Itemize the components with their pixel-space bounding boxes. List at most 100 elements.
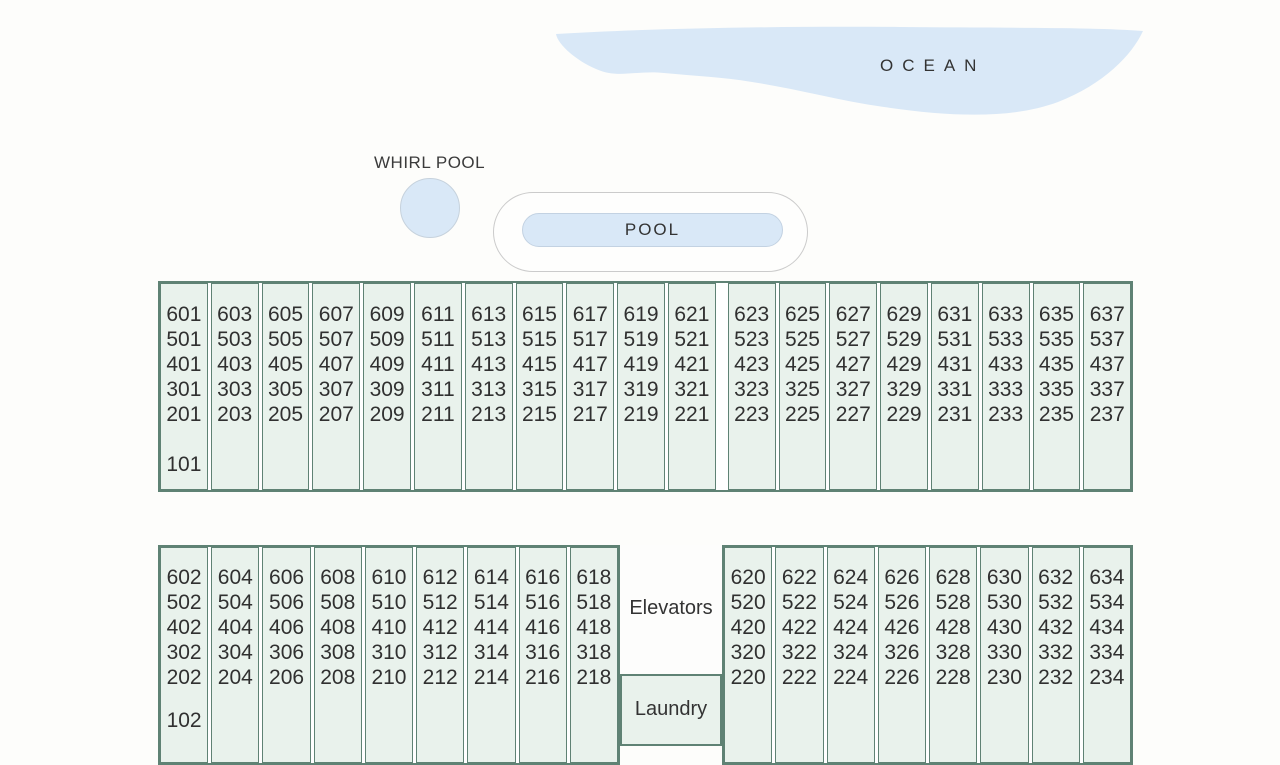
room-510: 510	[371, 591, 407, 614]
room-437: 437	[1089, 353, 1125, 376]
south-west-building: 602 502 402 302 202 102 604 504 404 304 204 606 506 4…	[158, 545, 620, 765]
room-202: 202	[166, 666, 202, 689]
room-613: 613	[471, 303, 507, 326]
room-331: 331	[937, 378, 973, 401]
room-615: 615	[521, 303, 557, 326]
whirlpool-label: WHIRL POOL	[374, 153, 486, 172]
room-431: 431	[937, 353, 973, 376]
ocean-shape	[556, 26, 1143, 115]
room-208: 208	[320, 666, 356, 689]
room-column: 619 519 419 319 219	[617, 283, 665, 490]
room-626: 626	[884, 566, 920, 589]
room-column: 604 504 404 304 204	[211, 547, 260, 763]
room-column: 627 527 427 327 227	[829, 283, 878, 490]
room-631: 631	[937, 303, 973, 326]
room-column: 605 505 405 305 205	[261, 283, 310, 490]
room-101: 101	[166, 453, 202, 476]
laundry-label: Laundry	[634, 698, 708, 720]
room-307: 307	[318, 378, 354, 401]
room-302: 302	[166, 641, 202, 664]
room-332: 332	[1038, 641, 1074, 664]
room-column: 602 502 402 302 202 102	[160, 547, 209, 763]
room-535: 535	[1038, 328, 1074, 351]
pool-label: POOL	[624, 220, 681, 239]
room-229: 229	[886, 403, 922, 426]
room-406: 406	[269, 616, 305, 639]
room-308: 308	[320, 641, 356, 664]
room-625: 625	[784, 303, 820, 326]
room-610: 610	[371, 566, 407, 589]
room-column: 608 508 408 308 208	[313, 547, 362, 763]
room-515: 515	[521, 328, 557, 351]
room-602: 602	[166, 566, 202, 589]
room-317: 317	[572, 378, 608, 401]
room-310: 310	[371, 641, 407, 664]
room-318: 318	[576, 641, 612, 664]
room-435: 435	[1038, 353, 1074, 376]
room-column: 612 512 412 312 212	[416, 547, 465, 763]
room-210: 210	[371, 666, 407, 689]
room-column: 615 515 415 315 215	[515, 283, 564, 490]
room-512: 512	[422, 591, 458, 614]
room-417: 417	[572, 353, 608, 376]
room-416: 416	[525, 616, 561, 639]
room-column: 633 533 433 333 233	[981, 283, 1030, 490]
room-427: 427	[835, 353, 871, 376]
room-203: 203	[217, 403, 253, 426]
room-237: 237	[1089, 403, 1125, 426]
room-529: 529	[886, 328, 922, 351]
room-517: 517	[572, 328, 608, 351]
room-219: 219	[623, 403, 659, 426]
room-column: 637 537 437 337 237	[1083, 283, 1132, 490]
laundry-room: Laundry	[620, 674, 722, 746]
room-503: 503	[217, 328, 253, 351]
room-323: 323	[734, 378, 770, 401]
room-215: 215	[521, 403, 557, 426]
room-527: 527	[835, 328, 871, 351]
room-328: 328	[935, 641, 971, 664]
room-623: 623	[734, 303, 770, 326]
room-column: 603 503 403 303 203	[210, 283, 259, 490]
room-337: 337	[1089, 378, 1125, 401]
room-313: 313	[471, 378, 507, 401]
north-building: 601 501 401 301 201 101 603 503 403 303 203 605 505 4…	[158, 281, 1133, 492]
whirlpool	[400, 178, 460, 238]
room-522: 522	[781, 591, 817, 614]
room-634: 634	[1089, 566, 1125, 589]
room-326: 326	[884, 641, 920, 664]
room-235: 235	[1038, 403, 1074, 426]
room-612: 612	[422, 566, 458, 589]
room-520: 520	[730, 591, 766, 614]
room-212: 212	[422, 666, 458, 689]
room-column: 613 513 413 313 213	[464, 283, 513, 490]
room-621: 621	[674, 303, 710, 326]
room-513: 513	[471, 328, 507, 351]
room-526: 526	[884, 591, 920, 614]
room-316: 316	[525, 641, 561, 664]
room-624: 624	[833, 566, 869, 589]
room-412: 412	[422, 616, 458, 639]
room-405: 405	[267, 353, 304, 376]
room-627: 627	[835, 303, 871, 326]
room-222: 222	[781, 666, 817, 689]
room-column: 616 516 416 316 216	[518, 547, 567, 763]
room-233: 233	[988, 403, 1024, 426]
room-618: 618	[576, 566, 612, 589]
room-403: 403	[217, 353, 253, 376]
room-column: 630 530 430 330 230	[980, 547, 1029, 763]
room-column: 620 520 420 320 220	[724, 547, 773, 763]
room-214: 214	[473, 666, 509, 689]
room-617: 617	[572, 303, 608, 326]
ocean-label: OCEAN	[880, 56, 986, 75]
room-column: 624 524 424 324 224	[826, 547, 875, 763]
room-column: 632 532 432 332 232	[1031, 547, 1080, 763]
room-402: 402	[166, 616, 202, 639]
room-432: 432	[1038, 616, 1074, 639]
room-226: 226	[884, 666, 920, 689]
room-404: 404	[217, 616, 253, 639]
room-325: 325	[784, 378, 820, 401]
room-column: 614 514 414 314 214	[467, 547, 516, 763]
room-223: 223	[734, 403, 770, 426]
room-523: 523	[734, 328, 770, 351]
